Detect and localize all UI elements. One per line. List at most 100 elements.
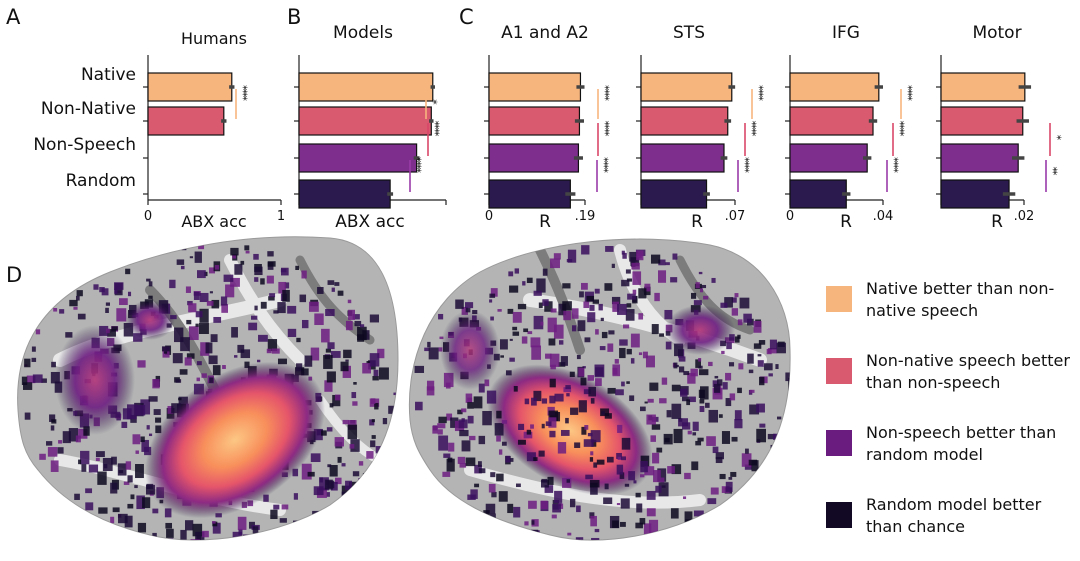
activation-speckle — [690, 368, 698, 377]
activation-speckle — [625, 309, 635, 321]
bar-b-random — [298, 179, 391, 209]
activation-speckle — [323, 355, 333, 369]
activation-speckle — [712, 446, 719, 454]
activation-speckle — [293, 493, 298, 500]
activation-speckle — [442, 471, 451, 477]
activation-speckle — [558, 340, 564, 345]
activation-speckle — [133, 333, 143, 342]
activation-speckle — [547, 476, 554, 485]
activation-speckle — [240, 260, 245, 265]
activation-speckle — [321, 430, 327, 436]
activation-speckle — [498, 491, 508, 502]
activation-speckle — [588, 386, 597, 397]
activation-speckle — [658, 482, 669, 497]
activation-speckle — [632, 289, 637, 295]
activation-speckle — [178, 397, 182, 401]
activation-speckle — [337, 290, 344, 296]
activation-speckle — [734, 293, 739, 298]
activation-speckle — [713, 383, 721, 393]
activation-speckle — [640, 406, 646, 412]
activation-speckle — [698, 365, 703, 369]
activation-speckle — [327, 280, 335, 285]
activation-speckle — [538, 302, 543, 309]
activation-speckle — [273, 504, 280, 510]
activation-speckle — [280, 268, 287, 273]
activation-speckle — [635, 522, 643, 529]
activation-speckle — [562, 301, 572, 311]
panel-c-ifg-xlabel: R — [840, 212, 852, 232]
activation-speckle — [469, 435, 476, 441]
activation-speckle — [554, 393, 564, 402]
activation-speckle — [698, 358, 702, 362]
activation-speckle — [626, 381, 630, 384]
activation-speckle — [281, 504, 289, 510]
activation-speckle — [180, 265, 185, 270]
activation-speckle — [566, 479, 571, 483]
activation-speckle — [499, 339, 508, 350]
activation-speckle — [562, 477, 572, 488]
activation-speckle — [243, 535, 248, 539]
activation-speckle — [78, 428, 88, 439]
activation-speckle — [591, 439, 597, 447]
activation-speckle — [686, 399, 691, 406]
panel-c-ifg-title: IFG — [832, 23, 860, 43]
activation-speckle — [95, 457, 100, 462]
activation-speckle — [691, 292, 697, 299]
activation-speckle — [725, 398, 732, 407]
activation-speckle — [749, 389, 755, 393]
bar-a-native — [147, 72, 233, 102]
activation-speckle — [518, 423, 525, 431]
activation-speckle — [260, 278, 265, 285]
activation-speckle — [287, 328, 297, 338]
activation-speckle — [512, 311, 522, 323]
activation-speckle — [163, 351, 168, 354]
activation-speckle — [325, 309, 335, 317]
activation-speckle — [661, 485, 666, 488]
activation-speckle — [254, 277, 259, 282]
activation-speckle — [326, 492, 330, 497]
activation-speckle — [277, 358, 287, 365]
activation-speckle — [563, 387, 572, 393]
activation-speckle — [165, 522, 173, 529]
activation-speckle — [516, 483, 521, 488]
activation-speckle — [167, 405, 174, 414]
activation-speckle — [509, 285, 519, 293]
activation-speckle — [445, 382, 451, 389]
activation-speckle — [212, 521, 216, 524]
activation-speckle — [175, 379, 182, 383]
activation-speckle — [718, 414, 723, 418]
activation-speckle — [324, 380, 333, 392]
activation-speckle — [708, 361, 713, 367]
activation-speckle — [731, 436, 738, 442]
activation-speckle — [98, 507, 108, 514]
bar-c-motor-random — [940, 179, 1010, 209]
activation-speckle — [327, 342, 335, 350]
bar-c-motor-non-native — [940, 106, 1024, 136]
activation-speckle — [621, 381, 625, 387]
activation-speckle — [531, 397, 537, 406]
activation-speckle — [623, 324, 630, 329]
left-hemisphere — [17, 236, 399, 541]
activation-speckle — [621, 456, 627, 461]
activation-speckle — [694, 518, 702, 523]
activation-speckle — [254, 266, 263, 276]
activation-speckle — [633, 480, 637, 484]
activation-speckle — [351, 392, 357, 399]
bar-c-ifg-random — [789, 179, 847, 209]
activation-speckle — [589, 304, 595, 311]
activation-speckle — [622, 252, 627, 259]
sig-stars-c-motor-1: ** — [1047, 167, 1060, 177]
activation-speckle — [524, 521, 529, 526]
activation-speckle — [638, 288, 647, 299]
activation-speckle — [507, 308, 514, 314]
activation-speckle — [446, 413, 453, 421]
activation-speckle — [186, 319, 192, 325]
activation-speckle — [581, 426, 587, 435]
activation-speckle — [489, 293, 496, 298]
activation-speckle — [562, 283, 571, 289]
activation-speckle — [393, 392, 398, 396]
activation-speckle — [146, 425, 150, 430]
activation-speckle — [542, 299, 549, 306]
activation-speckle — [188, 326, 199, 341]
